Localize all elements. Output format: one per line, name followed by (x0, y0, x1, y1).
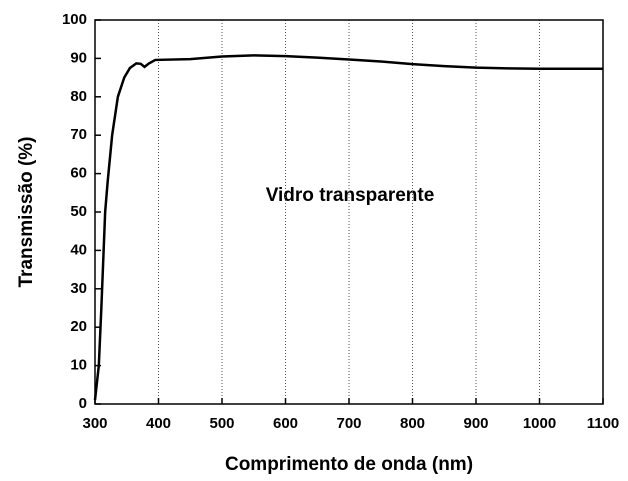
y-tick-label: 30 (70, 280, 87, 297)
y-tick-label: 80 (70, 88, 87, 105)
y-tick-label: 0 (79, 395, 87, 412)
y-tick-label: 70 (70, 126, 87, 143)
x-tick-label: 900 (463, 415, 488, 432)
x-tick-label: 800 (400, 415, 425, 432)
y-tick-label: 90 (70, 49, 87, 66)
x-tick-label: 1000 (523, 415, 556, 432)
plot-frame (94, 19, 604, 405)
y-tick-label: 10 (70, 357, 87, 374)
x-tick-label: 600 (273, 415, 298, 432)
data-line (93, 54, 603, 401)
y-axis-label: Transmissão (%) (16, 137, 37, 288)
y-tick-label: 50 (70, 203, 87, 220)
x-tick-label: 700 (336, 415, 361, 432)
x-tick-label: 300 (82, 415, 107, 432)
annotation: Vidro transparente (266, 185, 435, 206)
x-tick-label: 1100 (587, 415, 620, 432)
y-tick-label: 20 (70, 318, 87, 335)
y-tick-label: 60 (70, 165, 87, 182)
x-tick-label: 500 (209, 415, 234, 432)
x-axis-label: Comprimento de onda (nm) (225, 454, 473, 475)
x-tick-label: 400 (146, 415, 171, 432)
y-tick-label: 100 (62, 11, 87, 28)
y-tick-label: 40 (70, 241, 87, 258)
